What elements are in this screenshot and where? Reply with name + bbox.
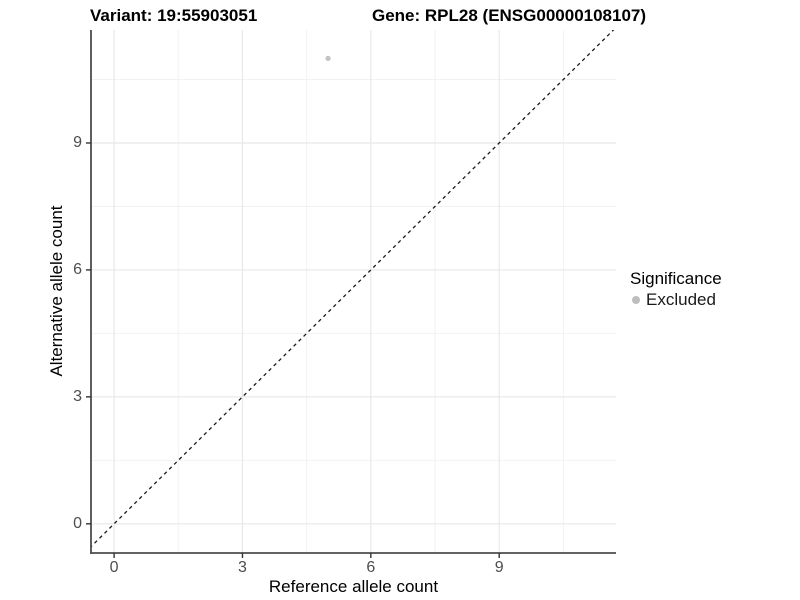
data-point — [325, 55, 331, 61]
x-tick-label: 6 — [366, 559, 376, 576]
variant-title: Variant: 19:55903051 — [90, 6, 258, 25]
x-tick-label: 9 — [494, 559, 504, 576]
legend: Significance Excluded — [630, 269, 722, 309]
panel-contents — [91, 30, 616, 553]
legend-item-label: Excluded — [646, 290, 716, 309]
x-tick-label: 0 — [109, 559, 119, 576]
x-tick-label: 3 — [238, 559, 247, 576]
y-tick-label: 9 — [73, 133, 82, 151]
legend-title: Significance — [630, 269, 722, 288]
x-axis-title: Reference allele count — [268, 577, 439, 596]
y-tick-label: 0 — [73, 514, 82, 532]
plot-title: Variant: 19:55903051 Gene: RPL28 (ENSG00… — [0, 6, 800, 28]
y-tick-label: 6 — [73, 260, 82, 278]
y-axis-title: Alternative allele count — [47, 205, 66, 377]
legend-point-icon — [632, 295, 640, 304]
y-tick-label: 3 — [73, 387, 82, 405]
plot-panel — [86, 30, 616, 558]
gene-title: Gene: RPL28 (ENSG00000108107) — [372, 6, 647, 25]
legend-item-excluded: Excluded — [630, 290, 722, 309]
identity-reference-line — [91, 30, 615, 548]
